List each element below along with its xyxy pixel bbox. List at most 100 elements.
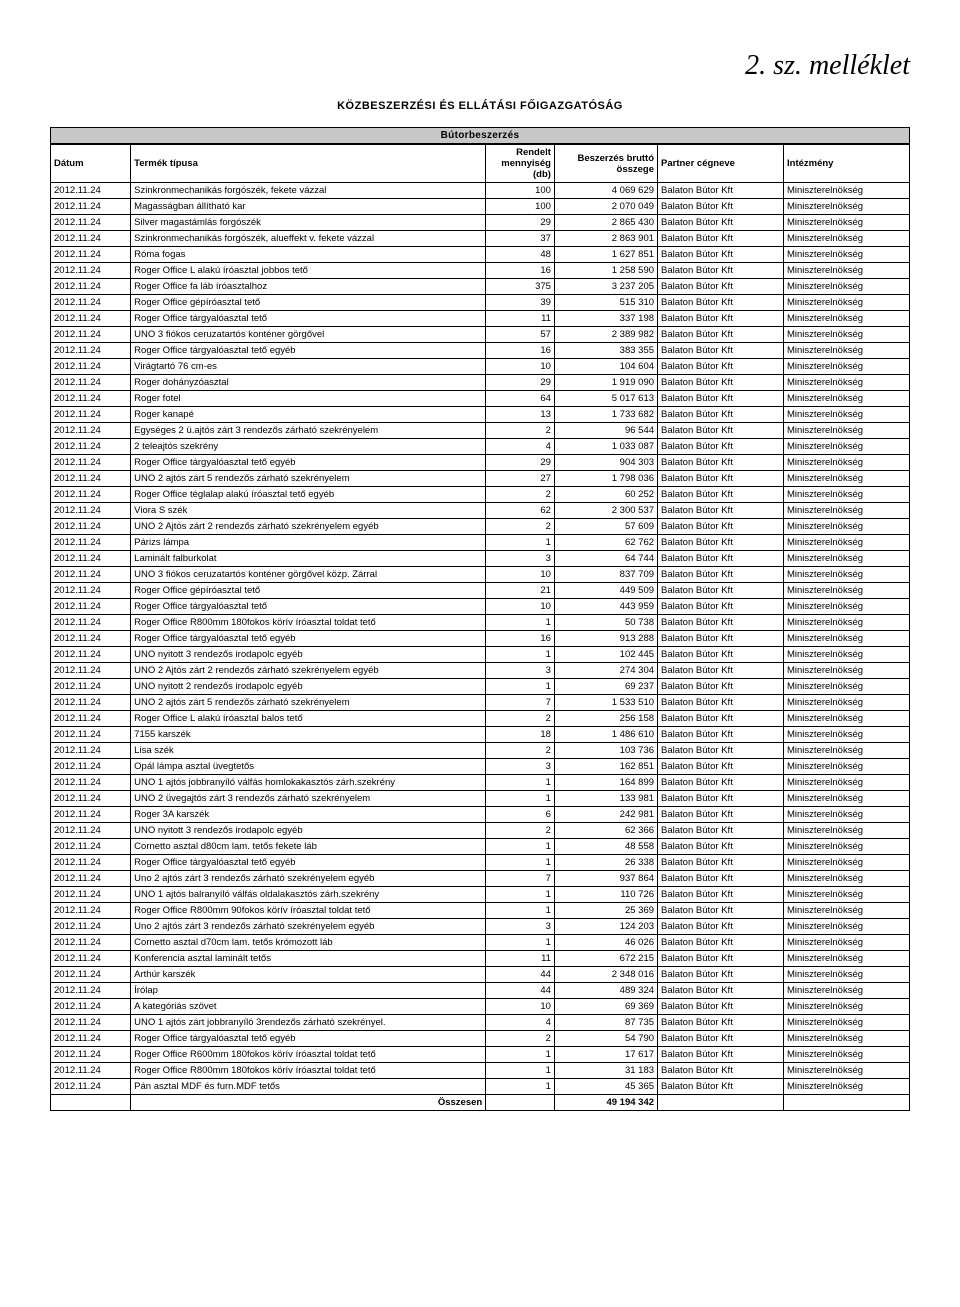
cell-product: Szinkronmechanikás forgószék, fekete váz… <box>131 183 486 199</box>
cell-institution: Miniszterelnökség <box>784 1047 910 1063</box>
cell-empty <box>51 1095 131 1111</box>
table-row: 2012.11.24UNO 3 fiókos ceruzatartós kont… <box>51 327 910 343</box>
cell-amount: 164 899 <box>554 775 657 791</box>
cell-amount: 3 237 205 <box>554 279 657 295</box>
cell-date: 2012.11.24 <box>51 327 131 343</box>
cell-partner: Balaton Bútor Kft <box>658 903 784 919</box>
cell-qty: 1 <box>486 855 555 871</box>
handwritten-note: 2. sz. melléklet <box>745 50 910 82</box>
table-row: 2012.11.24Roger Office R800mm 90fokos kö… <box>51 903 910 919</box>
cell-qty: 2 <box>486 519 555 535</box>
cell-qty: 1 <box>486 1063 555 1079</box>
table-row: 2012.11.24Roger Office gépíróasztal tető… <box>51 295 910 311</box>
cell-qty: 2 <box>486 743 555 759</box>
cell-date: 2012.11.24 <box>51 567 131 583</box>
cell-date: 2012.11.24 <box>51 791 131 807</box>
cell-partner: Balaton Bútor Kft <box>658 439 784 455</box>
cell-partner: Balaton Bútor Kft <box>658 1015 784 1031</box>
table-row: 2012.11.24Roger dohányzóasztal291 919 09… <box>51 375 910 391</box>
cell-product: UNO nyitott 3 rendezős irodapolc egyéb <box>131 823 486 839</box>
cell-institution: Miniszterelnökség <box>784 807 910 823</box>
cell-institution: Miniszterelnökség <box>784 1063 910 1079</box>
cell-date: 2012.11.24 <box>51 231 131 247</box>
cell-date: 2012.11.24 <box>51 343 131 359</box>
cell-amount: 5 017 613 <box>554 391 657 407</box>
cell-product: 2 teleajtós szekrény <box>131 439 486 455</box>
cell-qty: 2 <box>486 423 555 439</box>
cell-qty: 3 <box>486 919 555 935</box>
cell-partner: Balaton Bútor Kft <box>658 855 784 871</box>
cell-date: 2012.11.24 <box>51 983 131 999</box>
cell-institution: Miniszterelnökség <box>784 903 910 919</box>
table-row: 2012.11.24Roger Office fa láb íróasztalh… <box>51 279 910 295</box>
table-row: 2012.11.24Roger Office tárgyalóasztal te… <box>51 631 910 647</box>
cell-product: UNO 2 ajtós zárt 5 rendezős zárható szek… <box>131 695 486 711</box>
cell-date: 2012.11.24 <box>51 903 131 919</box>
cell-amount: 2 348 016 <box>554 967 657 983</box>
table-row: 2012.11.24Pán asztal MDF és furn.MDF tet… <box>51 1079 910 1095</box>
cell-partner: Balaton Bútor Kft <box>658 807 784 823</box>
cell-date: 2012.11.24 <box>51 247 131 263</box>
cell-partner: Balaton Bútor Kft <box>658 407 784 423</box>
cell-partner: Balaton Bútor Kft <box>658 423 784 439</box>
cell-partner: Balaton Bútor Kft <box>658 999 784 1015</box>
cell-amount: 515 310 <box>554 295 657 311</box>
cell-partner: Balaton Bútor Kft <box>658 1047 784 1063</box>
cell-partner: Balaton Bútor Kft <box>658 551 784 567</box>
table-row: 2012.11.24Szinkronmechanikás forgószék, … <box>51 231 910 247</box>
col-header-institution: Intézmény <box>784 145 910 183</box>
table-row: 2012.11.24Roger Office R800mm 180fokos k… <box>51 1063 910 1079</box>
cell-amount: 1 798 036 <box>554 471 657 487</box>
cell-institution: Miniszterelnökség <box>784 439 910 455</box>
cell-amount: 69 237 <box>554 679 657 695</box>
cell-empty <box>784 1095 910 1111</box>
cell-product: Cornetto asztal d70cm lam. tetős krómozo… <box>131 935 486 951</box>
table-row: 2012.11.24UNO 1 ajtós zárt jobbranyíló 3… <box>51 1015 910 1031</box>
cell-partner: Balaton Bútor Kft <box>658 279 784 295</box>
cell-amount: 1 033 087 <box>554 439 657 455</box>
cell-partner: Balaton Bútor Kft <box>658 695 784 711</box>
cell-date: 2012.11.24 <box>51 695 131 711</box>
cell-date: 2012.11.24 <box>51 199 131 215</box>
cell-date: 2012.11.24 <box>51 839 131 855</box>
cell-date: 2012.11.24 <box>51 599 131 615</box>
table-row: 2012.11.24Roger Office L alakú íróasztal… <box>51 711 910 727</box>
table-row: 2012.11.24Silver magastámlás forgószék29… <box>51 215 910 231</box>
cell-partner: Balaton Bútor Kft <box>658 327 784 343</box>
cell-partner: Balaton Bútor Kft <box>658 519 784 535</box>
cell-date: 2012.11.24 <box>51 519 131 535</box>
cell-product: Roger Office gépíróasztal tető <box>131 583 486 599</box>
cell-amount: 57 609 <box>554 519 657 535</box>
table-row: 2012.11.24Roger fotel645 017 613Balaton … <box>51 391 910 407</box>
cell-qty: 27 <box>486 471 555 487</box>
cell-qty: 1 <box>486 903 555 919</box>
cell-qty: 44 <box>486 967 555 983</box>
cell-date: 2012.11.24 <box>51 647 131 663</box>
cell-amount: 383 355 <box>554 343 657 359</box>
cell-qty: 11 <box>486 311 555 327</box>
cell-amount: 87 735 <box>554 1015 657 1031</box>
cell-qty: 10 <box>486 999 555 1015</box>
cell-date: 2012.11.24 <box>51 535 131 551</box>
table-row: 2012.11.24Roger Office gépíróasztal tető… <box>51 583 910 599</box>
table-row: 2012.11.24Roger 3A karszék6242 981Balato… <box>51 807 910 823</box>
cell-amount: 25 369 <box>554 903 657 919</box>
cell-institution: Miniszterelnökség <box>784 631 910 647</box>
table-row: 2012.11.24Lisa szék2103 736Balaton Bútor… <box>51 743 910 759</box>
cell-product: Roger Office R800mm 90fokos körív íróasz… <box>131 903 486 919</box>
cell-amount: 102 445 <box>554 647 657 663</box>
cell-product: Roger Office R800mm 180fokos körív íróas… <box>131 1063 486 1079</box>
cell-date: 2012.11.24 <box>51 487 131 503</box>
cell-product: Róma fogas <box>131 247 486 263</box>
cell-amount: 2 863 901 <box>554 231 657 247</box>
cell-partner: Balaton Bútor Kft <box>658 935 784 951</box>
cell-amount: 1 919 090 <box>554 375 657 391</box>
cell-date: 2012.11.24 <box>51 279 131 295</box>
cell-date: 2012.11.24 <box>51 935 131 951</box>
section-header-bar: Bútorbeszerzés <box>50 127 910 144</box>
cell-date: 2012.11.24 <box>51 295 131 311</box>
cell-qty: 375 <box>486 279 555 295</box>
cell-institution: Miniszterelnökség <box>784 551 910 567</box>
cell-institution: Miniszterelnökség <box>784 487 910 503</box>
table-row: 2012.11.24Roger Office tárgyalóasztal te… <box>51 455 910 471</box>
